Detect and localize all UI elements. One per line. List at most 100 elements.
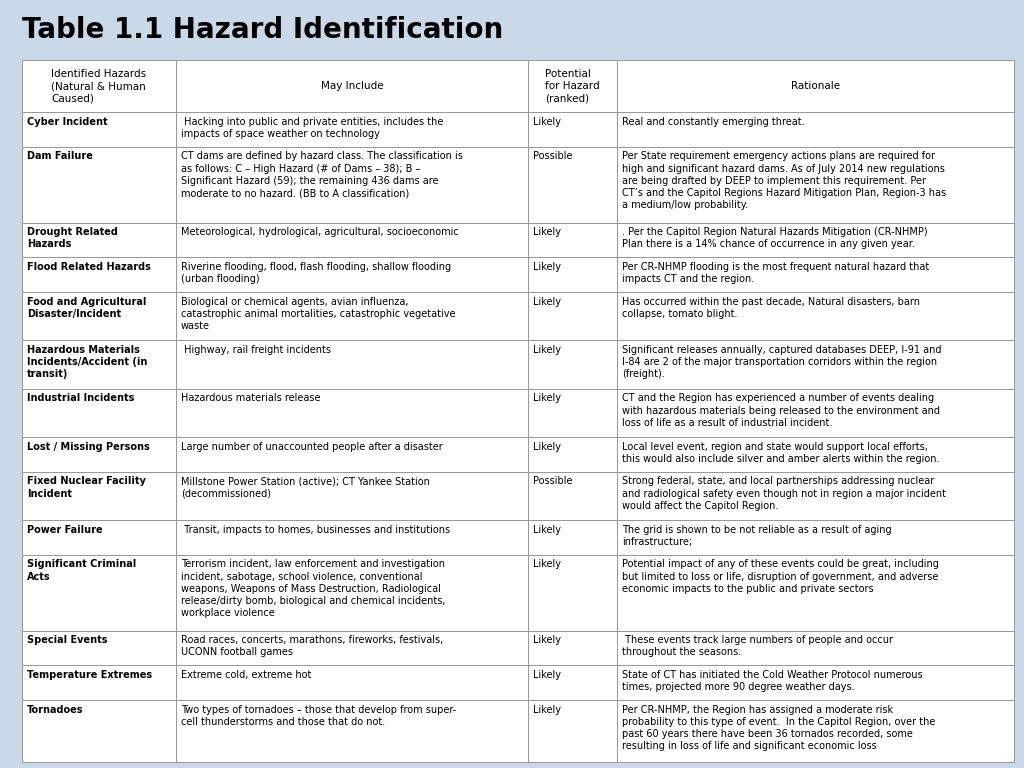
Bar xyxy=(617,223,1014,257)
Bar xyxy=(617,520,1014,555)
Bar xyxy=(22,340,176,389)
Text: Tornadoes: Tornadoes xyxy=(27,704,84,714)
Bar xyxy=(176,60,528,112)
Text: Likely: Likely xyxy=(532,525,561,535)
Text: Possible: Possible xyxy=(532,151,572,161)
Text: Rationale: Rationale xyxy=(791,81,840,91)
Text: Temperature Extremes: Temperature Extremes xyxy=(27,670,153,680)
Bar xyxy=(22,520,176,555)
Text: Biological or chemical agents, avian influenza,
catastrophic animal mortalities,: Biological or chemical agents, avian inf… xyxy=(181,296,456,331)
Bar xyxy=(22,555,176,631)
Bar xyxy=(176,292,528,340)
Bar xyxy=(617,60,1014,112)
FancyBboxPatch shape xyxy=(22,60,1014,762)
Text: Per State requirement emergency actions plans are required for
high and signific: Per State requirement emergency actions … xyxy=(623,151,946,210)
Text: Likely: Likely xyxy=(532,704,561,714)
Bar xyxy=(528,340,617,389)
Bar xyxy=(528,437,617,472)
Bar xyxy=(528,223,617,257)
Bar xyxy=(22,665,176,700)
Bar xyxy=(22,292,176,340)
Text: Cyber Incident: Cyber Incident xyxy=(27,117,108,127)
Bar xyxy=(22,147,176,223)
Text: Possible: Possible xyxy=(532,476,572,486)
Bar xyxy=(22,223,176,257)
Bar xyxy=(617,437,1014,472)
Text: Local level event, region and state would support local efforts,
this would also: Local level event, region and state woul… xyxy=(623,442,940,464)
Text: Potential impact of any of these events could be great, including
but limited to: Potential impact of any of these events … xyxy=(623,559,939,594)
Text: Dam Failure: Dam Failure xyxy=(27,151,93,161)
Text: Riverine flooding, flood, flash flooding, shallow flooding
(urban flooding): Riverine flooding, flood, flash flooding… xyxy=(181,262,451,284)
Bar xyxy=(528,147,617,223)
Text: CT dams are defined by hazard class. The classification is
as follows: C – High : CT dams are defined by hazard class. The… xyxy=(181,151,463,198)
Bar xyxy=(22,631,176,665)
Text: Has occurred within the past decade, Natural disasters, barn
collapse, tomato bl: Has occurred within the past decade, Nat… xyxy=(623,296,921,319)
Bar xyxy=(528,631,617,665)
Text: Hacking into public and private entities, includes the
impacts of space weather : Hacking into public and private entities… xyxy=(181,117,443,139)
Text: Road races, concerts, marathons, fireworks, festivals,
UCONN football games: Road races, concerts, marathons, firewor… xyxy=(181,635,443,657)
Text: Hazardous materials release: Hazardous materials release xyxy=(181,393,321,403)
Text: Likely: Likely xyxy=(532,117,561,127)
Bar xyxy=(176,631,528,665)
Text: Millstone Power Station (active); CT Yankee Station
(decommissioned): Millstone Power Station (active); CT Yan… xyxy=(181,476,430,498)
Bar xyxy=(528,257,617,292)
Text: Likely: Likely xyxy=(532,635,561,645)
Text: Strong federal, state, and local partnerships addressing nuclear
and radiologica: Strong federal, state, and local partner… xyxy=(623,476,946,511)
Bar xyxy=(176,147,528,223)
Bar xyxy=(176,665,528,700)
Bar xyxy=(528,60,617,112)
Text: State of CT has initiated the Cold Weather Protocol numerous
times, projected mo: State of CT has initiated the Cold Weath… xyxy=(623,670,923,692)
Text: Extreme cold, extreme hot: Extreme cold, extreme hot xyxy=(181,670,311,680)
Bar xyxy=(528,555,617,631)
Bar xyxy=(176,437,528,472)
Bar xyxy=(617,389,1014,437)
Text: The grid is shown to be not reliable as a result of aging
infrastructure;: The grid is shown to be not reliable as … xyxy=(623,525,892,547)
Text: Fixed Nuclear Facility
Incident: Fixed Nuclear Facility Incident xyxy=(27,476,145,498)
Bar xyxy=(528,665,617,700)
Text: Two types of tornadoes – those that develop from super-
cell thunderstorms and t: Two types of tornadoes – those that deve… xyxy=(181,704,456,727)
Text: Highway, rail freight incidents: Highway, rail freight incidents xyxy=(181,345,331,355)
Text: Hazardous Materials
Incidents/Accident (in
transit): Hazardous Materials Incidents/Accident (… xyxy=(27,345,147,379)
Text: May Include: May Include xyxy=(321,81,383,91)
Bar xyxy=(176,389,528,437)
Bar xyxy=(528,472,617,520)
Text: . Per the Capitol Region Natural Hazards Mitigation (CR-NHMP)
Plan there is a 14: . Per the Capitol Region Natural Hazards… xyxy=(623,227,928,250)
Bar xyxy=(176,257,528,292)
Text: Likely: Likely xyxy=(532,227,561,237)
Bar xyxy=(176,700,528,762)
Bar xyxy=(22,257,176,292)
Text: Likely: Likely xyxy=(532,262,561,272)
Bar xyxy=(617,555,1014,631)
Bar xyxy=(176,112,528,147)
Text: Significant Criminal
Acts: Significant Criminal Acts xyxy=(27,559,136,581)
Text: Significant releases annually, captured databases DEEP, I-91 and
I-84 are 2 of t: Significant releases annually, captured … xyxy=(623,345,942,379)
Text: Flood Related Hazards: Flood Related Hazards xyxy=(27,262,151,272)
Bar xyxy=(176,472,528,520)
Text: Drought Related
Hazards: Drought Related Hazards xyxy=(27,227,118,250)
Text: These events track large numbers of people and occur
throughout the seasons.: These events track large numbers of peop… xyxy=(623,635,893,657)
Text: Likely: Likely xyxy=(532,296,561,306)
Bar xyxy=(22,700,176,762)
Bar xyxy=(528,700,617,762)
Text: CT and the Region has experienced a number of events dealing
with hazardous mate: CT and the Region has experienced a numb… xyxy=(623,393,940,428)
Bar xyxy=(617,257,1014,292)
Bar xyxy=(22,112,176,147)
Bar xyxy=(617,472,1014,520)
Bar xyxy=(617,665,1014,700)
Bar xyxy=(22,437,176,472)
Text: Power Failure: Power Failure xyxy=(27,525,102,535)
Text: Table 1.1 Hazard Identification: Table 1.1 Hazard Identification xyxy=(22,16,503,44)
Bar xyxy=(22,472,176,520)
Text: Industrial Incidents: Industrial Incidents xyxy=(27,393,134,403)
Bar xyxy=(176,555,528,631)
Text: Likely: Likely xyxy=(532,393,561,403)
Bar xyxy=(617,292,1014,340)
Text: Real and constantly emerging threat.: Real and constantly emerging threat. xyxy=(623,117,805,127)
Bar xyxy=(617,340,1014,389)
Text: Per CR-NHMP, the Region has assigned a moderate risk
probability to this type of: Per CR-NHMP, the Region has assigned a m… xyxy=(623,704,936,751)
Text: Per CR-NHMP flooding is the most frequent natural hazard that
impacts CT and the: Per CR-NHMP flooding is the most frequen… xyxy=(623,262,930,284)
Text: Likely: Likely xyxy=(532,559,561,569)
Bar xyxy=(528,520,617,555)
Bar xyxy=(617,112,1014,147)
Text: Likely: Likely xyxy=(532,670,561,680)
